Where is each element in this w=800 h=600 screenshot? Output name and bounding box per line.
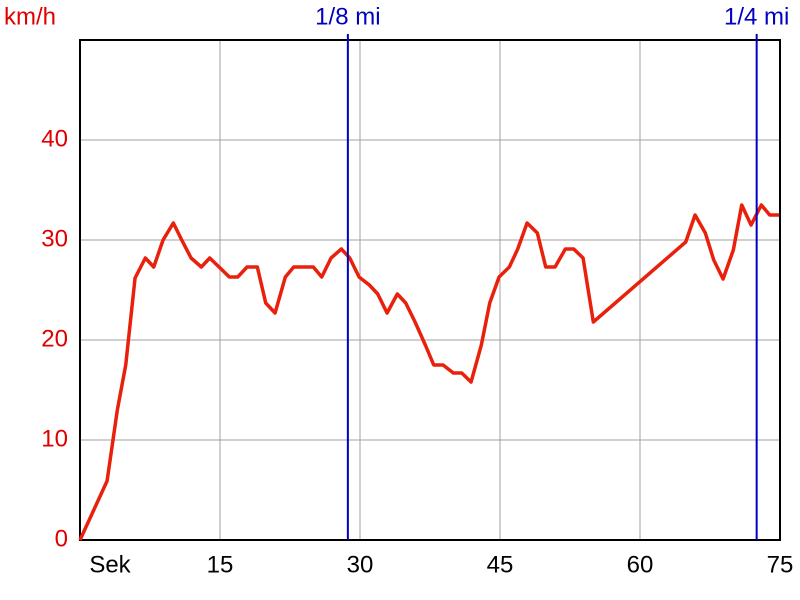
x-tick-label: Sek (89, 551, 131, 578)
x-tick-label: 60 (627, 551, 654, 578)
distance-marker-label: 1/8 mi (315, 3, 380, 30)
x-tick-label: 15 (207, 551, 234, 578)
x-tick-label: 45 (487, 551, 514, 578)
y-tick-label: 40 (41, 125, 68, 152)
plot-border (79, 39, 781, 541)
x-tick-label: 30 (347, 551, 374, 578)
x-tick-label: 75 (767, 551, 794, 578)
y-axis-label: km/h (4, 3, 56, 30)
distance-marker-label: 1/4 mi (724, 3, 789, 30)
y-tick-label: 0 (55, 525, 68, 552)
speed-line (78, 203, 780, 541)
y-tick-label: 30 (41, 225, 68, 252)
y-tick-label: 10 (41, 425, 68, 452)
y-tick-label: 20 (41, 325, 68, 352)
